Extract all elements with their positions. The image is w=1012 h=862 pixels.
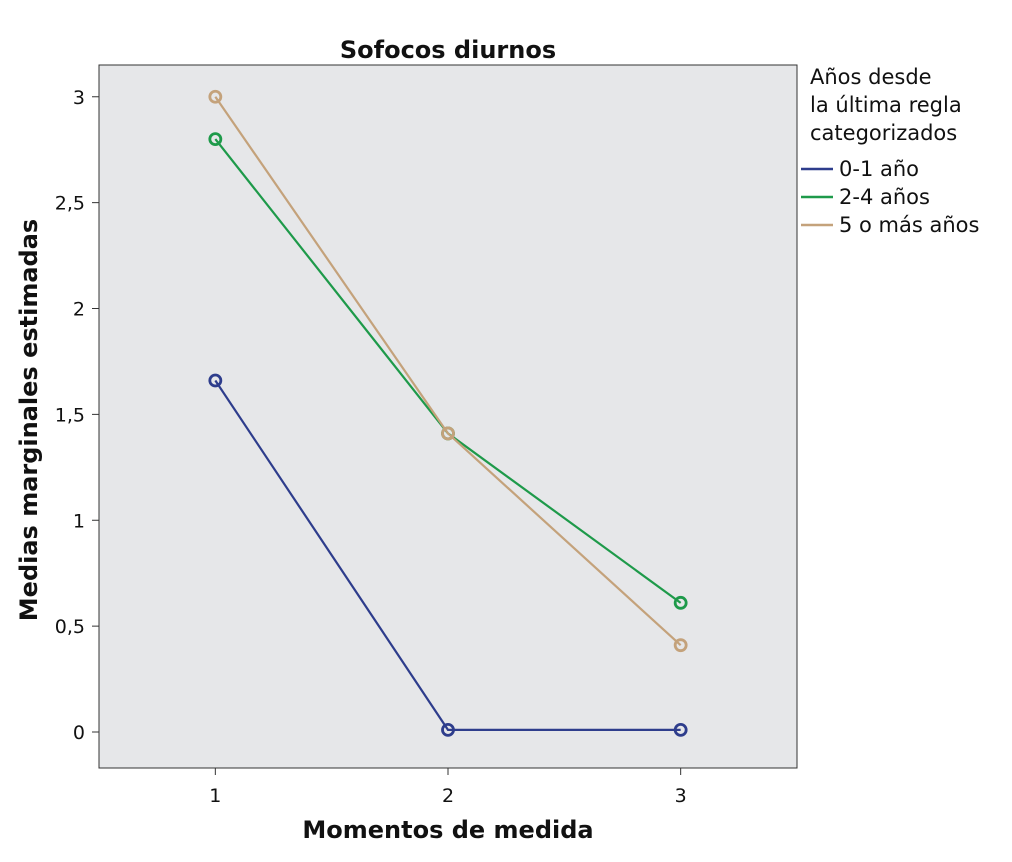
series-1	[208, 373, 688, 737]
y-tick-label: 1,5	[55, 404, 85, 426]
plot-area	[98, 64, 798, 769]
data-point	[673, 595, 688, 610]
series-3	[208, 89, 688, 653]
y-tick-label: 2,5	[55, 193, 85, 215]
x-tick-label: 2	[442, 785, 454, 807]
data-point	[208, 132, 223, 147]
y-tick-label: 1	[73, 510, 85, 532]
y-tick-label: 2	[73, 299, 85, 321]
legend-title-line-3: categorizados	[810, 121, 957, 145]
data-point	[208, 373, 223, 388]
legend-label: 0-1 año	[839, 157, 919, 181]
chart-title: Sofocos diurnos	[340, 36, 556, 64]
data-point	[208, 89, 223, 104]
x-tick-label: 1	[209, 785, 221, 807]
series-line	[214, 379, 681, 731]
legend-title-line-2: la última regla	[810, 93, 962, 117]
data-point	[441, 426, 455, 441]
y-axis: 0 0,5 1 1,5 2 2,5 3	[55, 87, 99, 744]
data-point	[441, 722, 455, 737]
legend-label: 5 o más años	[839, 213, 979, 237]
y-axis-title: Medias marginales estimadas	[15, 219, 43, 621]
x-axis-title: Momentos de medida	[302, 816, 593, 844]
data-point	[673, 638, 688, 653]
data-point	[673, 722, 688, 737]
y-tick-label: 0	[73, 722, 85, 744]
series-layer	[208, 89, 688, 737]
x-tick-label: 3	[675, 785, 687, 807]
legend-label: 2-4 años	[839, 185, 930, 209]
series-line	[214, 96, 682, 647]
x-axis: 1 2 3	[209, 768, 687, 807]
legend-title-line-1: Años desde	[810, 65, 932, 89]
legend: Años desde la última regla categorizados…	[801, 65, 979, 237]
y-tick-label: 3	[73, 87, 85, 109]
y-tick-label: 0,5	[55, 616, 85, 638]
